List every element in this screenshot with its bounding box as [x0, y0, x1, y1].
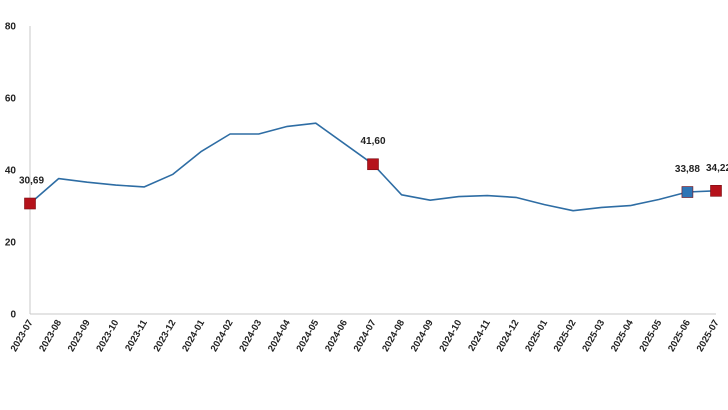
x-tick-label: 2025-03	[580, 318, 607, 354]
data-point	[601, 206, 603, 208]
data-point	[515, 196, 517, 198]
highlight-marker	[24, 197, 36, 210]
x-tick-label: 2023-07	[9, 318, 36, 354]
data-label: 34,22	[706, 163, 728, 174]
series-layer	[29, 122, 717, 212]
x-tick-label: 2023-08	[37, 318, 64, 354]
x-tick-label: 2023-09	[66, 318, 93, 354]
data-point	[143, 186, 145, 188]
x-tick-label: 2024-02	[209, 318, 236, 354]
y-tick-label: 20	[5, 238, 17, 249]
data-point	[286, 125, 288, 127]
data-label: 41,60	[360, 136, 385, 147]
data-label: 33,88	[675, 164, 700, 175]
data-point	[629, 205, 631, 207]
data-point	[544, 204, 546, 206]
x-tick-label: 2025-05	[637, 317, 664, 353]
highlight-marker	[367, 158, 379, 171]
y-tick-label: 40	[5, 166, 17, 177]
x-tick-label: 2024-08	[380, 318, 407, 354]
data-point	[58, 178, 60, 180]
data-point	[115, 184, 117, 186]
x-tick-label: 2025-06	[666, 318, 693, 354]
data-label: 30,69	[19, 176, 44, 187]
x-tick-label: 2024-04	[266, 317, 293, 353]
x-tick-label: 2025-02	[552, 318, 579, 354]
data-point	[172, 173, 174, 175]
y-tick-label: 60	[5, 94, 17, 105]
x-tick-label: 2024-09	[409, 318, 436, 354]
data-point	[486, 195, 488, 197]
y-tick-label: 0	[10, 310, 16, 321]
data-point	[315, 122, 317, 124]
y-axis-ticks: 0 20 40 60 80	[5, 22, 17, 321]
x-tick-label: 2023-12	[152, 318, 179, 354]
x-tick-label: 2024-12	[495, 318, 522, 354]
x-tick-label: 2024-07	[352, 318, 379, 354]
x-tick-label: 2024-05	[294, 317, 321, 353]
x-tick-label: 2025-01	[523, 317, 550, 353]
x-tick-label: 2024-11	[466, 317, 493, 353]
series-line	[29, 122, 717, 212]
data-point	[572, 210, 574, 212]
x-tick-label: 2025-04	[609, 317, 636, 353]
x-tick-label: 2023-10	[94, 318, 121, 354]
x-tick-label: 2024-10	[437, 318, 464, 354]
data-point	[201, 150, 203, 152]
y-tick-label: 80	[5, 22, 17, 33]
x-tick-label: 2025-07	[695, 318, 722, 354]
x-axis-ticks: 2023-07 2023-08 2023-09 2023-10 2023-11 2023-…	[9, 317, 722, 353]
highlight-marker	[681, 186, 694, 198]
data-point	[658, 199, 660, 201]
data-point	[401, 194, 403, 196]
data-point	[458, 196, 460, 198]
x-tick-label: 2024-06	[323, 318, 350, 354]
data-point	[229, 133, 231, 135]
x-tick-label: 2023-11	[123, 317, 150, 353]
highlight-marker	[710, 185, 722, 197]
x-tick-label: 2024-01	[180, 317, 207, 353]
markers-layer	[24, 158, 722, 210]
data-labels-layer: 30,69 41,60 33,88 34,22	[19, 136, 728, 186]
data-point	[86, 181, 88, 183]
data-point	[258, 133, 260, 135]
data-point	[429, 199, 431, 201]
axes	[29, 26, 716, 315]
x-tick-label: 2024-03	[237, 318, 264, 354]
